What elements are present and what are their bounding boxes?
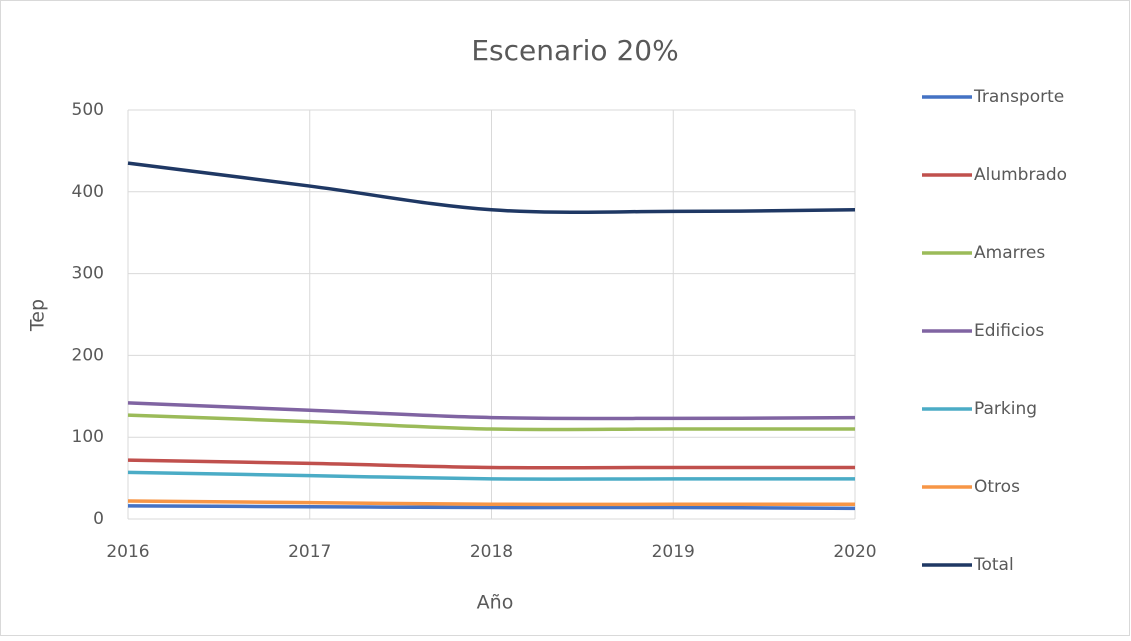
x-axis-label: Año (477, 592, 514, 614)
legend-label: Amarres (974, 243, 1045, 263)
series-line (127, 401, 856, 421)
x-tick-label: 2020 (833, 542, 876, 562)
x-tick-label: 2017 (288, 542, 331, 562)
legend-label: Edificios (974, 321, 1044, 341)
legend-label: Total (973, 555, 1014, 575)
series-line (127, 161, 856, 214)
y-axis-label: Tep (27, 299, 49, 332)
y-tick-label: 0 (93, 509, 104, 529)
series-line (127, 458, 855, 470)
legend-label: Otros (974, 477, 1020, 497)
x-tick-label: 2019 (652, 542, 695, 562)
series-line (127, 413, 855, 432)
series-line (127, 499, 855, 507)
x-tick-label: 2016 (106, 542, 149, 562)
series-line (127, 504, 856, 511)
series-line (127, 470, 855, 481)
legend-label: Transporte (973, 87, 1064, 107)
y-tick-label: 200 (72, 345, 104, 365)
legend-label: Parking (974, 399, 1037, 419)
legend-label: Alumbrado (974, 165, 1067, 185)
x-tick-label: 2018 (470, 542, 513, 562)
chart-title: Escenario 20% (471, 34, 678, 67)
y-tick-label: 100 (72, 427, 104, 447)
y-tick-label: 300 (72, 264, 104, 284)
y-tick-label: 400 (72, 182, 104, 202)
y-tick-label: 500 (72, 100, 104, 120)
